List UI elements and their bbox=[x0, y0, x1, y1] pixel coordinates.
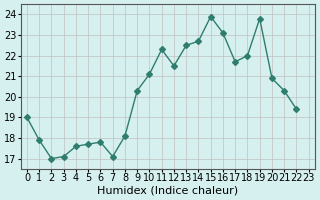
X-axis label: Humidex (Indice chaleur): Humidex (Indice chaleur) bbox=[97, 186, 238, 196]
